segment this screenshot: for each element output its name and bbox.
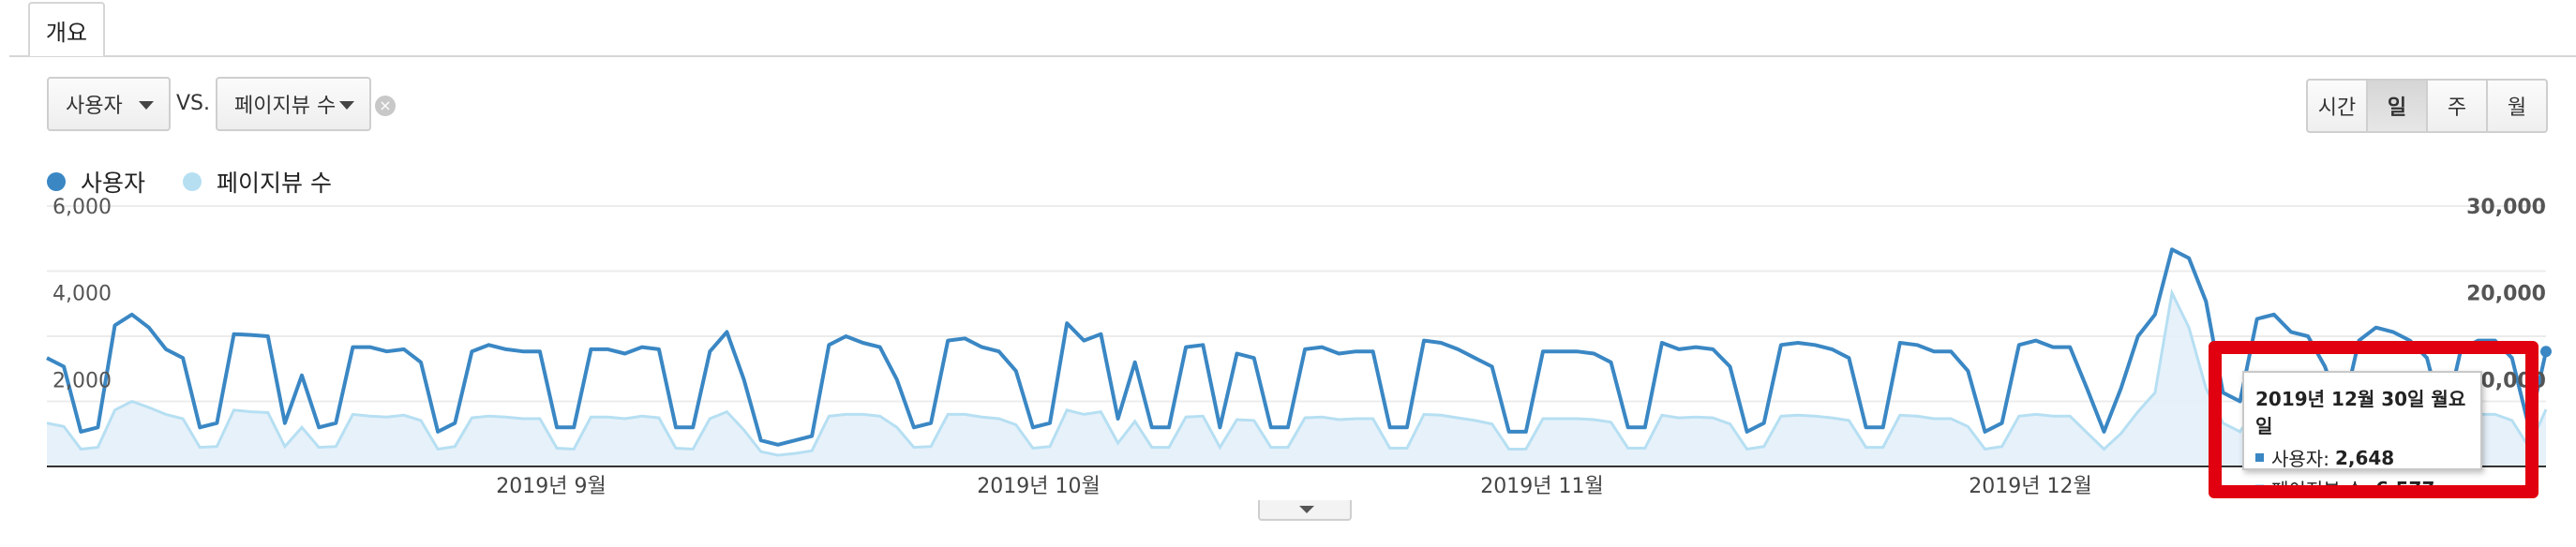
secondary-metric-dropdown[interactable]: 페이지뷰 수 xyxy=(216,77,371,131)
highlight-box xyxy=(2209,341,2539,498)
primary-metric-label: 사용자 xyxy=(66,95,123,118)
x-tick-label: 2019년 11월 xyxy=(1480,475,1603,498)
pageviews-area xyxy=(47,292,2546,466)
y-left-tick-label: 6,000 xyxy=(52,196,112,219)
legend-pageviews-label: 페이지뷰 수 xyxy=(217,170,332,197)
legend-users-label: 사용자 xyxy=(81,170,146,197)
tab-bar: 개요 xyxy=(0,0,2576,57)
y-left-tick-label: 2,000 xyxy=(52,369,112,392)
pageviews-line xyxy=(46,288,2548,457)
legend-item-users[interactable]: 사용자 xyxy=(47,165,145,199)
chevron-down-icon xyxy=(139,101,154,110)
tooltip-users-swatch xyxy=(2255,453,2264,462)
chevron-down-icon xyxy=(1299,506,1314,513)
users-line xyxy=(46,247,2548,447)
chart-tooltip: 2019년 12월 30일 월요일 사용자: 2,648 페이지뷰 수: 6,5… xyxy=(2242,371,2482,501)
chart-expand-handle[interactable] xyxy=(1258,500,1352,521)
y-left-tick-label: 4,000 xyxy=(52,283,112,306)
granularity-month-button[interactable]: 월 xyxy=(2486,79,2548,133)
legend-users-swatch xyxy=(47,172,66,191)
tooltip-users-value: 2,648 xyxy=(2334,446,2395,469)
tooltip-date: 2019년 12월 30일 월요일 xyxy=(2255,388,2466,437)
chart-legend: 사용자 페이지뷰 수 xyxy=(47,165,369,199)
tab-underline xyxy=(9,55,2576,57)
tooltip-users-row: 사용자: 2,648 xyxy=(2255,444,2469,471)
tooltip-users-label: 사용자: xyxy=(2271,448,2329,470)
x-tick-label: 2019년 10월 xyxy=(977,475,1100,498)
vs-label: VS. xyxy=(176,92,211,115)
legend-item-pageviews[interactable]: 페이지뷰 수 xyxy=(183,165,332,199)
x-tick-label: 2019년 12월 xyxy=(1969,475,2091,498)
x-tick-label: 2019년 9월 xyxy=(496,475,606,498)
y-right-tick-label: 20,000 xyxy=(2466,283,2546,306)
y-right-tick-label: 30,000 xyxy=(2466,196,2546,219)
legend-pageviews-swatch xyxy=(183,172,202,191)
primary-metric-dropdown[interactable]: 사용자 xyxy=(47,77,171,131)
tab-overview[interactable]: 개요 xyxy=(28,2,105,56)
users-hover-point xyxy=(2540,346,2552,358)
chevron-down-icon xyxy=(339,101,354,110)
granularity-day-button[interactable]: 일 xyxy=(2366,79,2428,133)
x-circle-icon[interactable]: × xyxy=(375,96,396,116)
secondary-metric-label: 페이지뷰 수 xyxy=(234,95,337,118)
granularity-toggle: 시간 일 주 월 xyxy=(2306,79,2548,133)
